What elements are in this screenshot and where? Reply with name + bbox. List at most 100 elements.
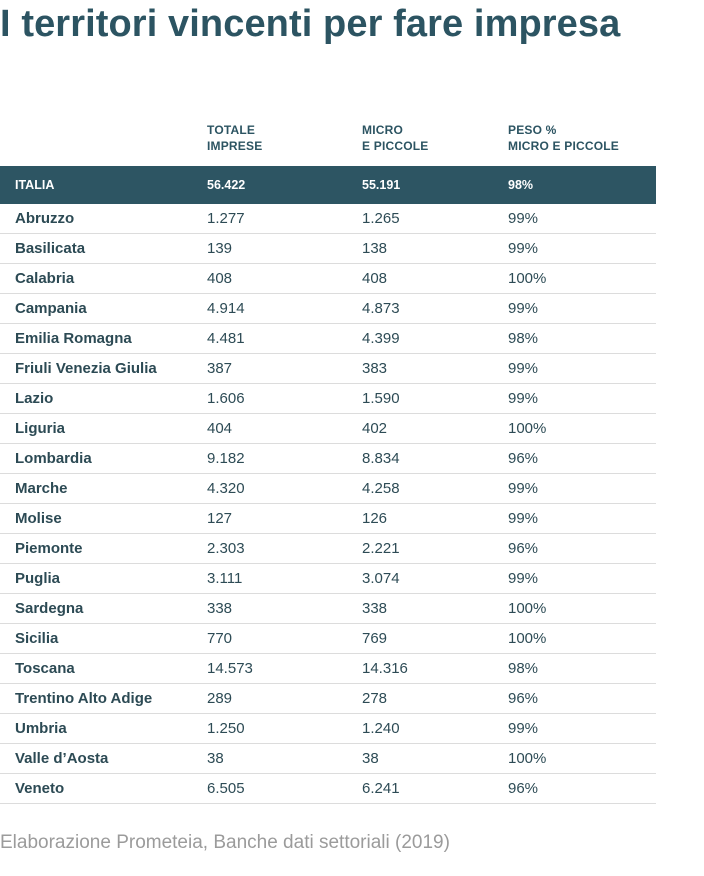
table-row: Sardegna 338 338 100% [0, 594, 656, 624]
cell-totale-imprese: 404 [207, 420, 233, 437]
cell-region-name: Basilicata [15, 240, 86, 257]
cell-peso-percent: 96% [508, 540, 539, 557]
cell-micro-piccole: 138 [362, 240, 388, 257]
total-peso-percent: 98% [508, 178, 534, 192]
table-row: Marche 4.320 4.258 99% [0, 474, 656, 504]
cell-micro-piccole: 2.221 [362, 540, 400, 557]
table-row: Emilia Romagna 4.481 4.399 98% [0, 324, 656, 354]
cell-micro-piccole: 383 [362, 360, 388, 377]
column-header-micro-piccole: MICRO E PICCOLE [362, 123, 429, 153]
cell-micro-piccole: 6.241 [362, 780, 400, 797]
cell-region-name: Valle d’Aosta [15, 750, 109, 767]
table-row: Valle d’Aosta 38 38 100% [0, 744, 656, 774]
cell-peso-percent: 99% [508, 210, 539, 227]
cell-totale-imprese: 1.250 [207, 720, 245, 737]
table-row: Trentino Alto Adige 289 278 96% [0, 684, 656, 714]
total-micro-piccole: 55.191 [362, 178, 401, 192]
cell-totale-imprese: 289 [207, 690, 233, 707]
cell-peso-percent: 100% [508, 600, 547, 617]
cell-totale-imprese: 139 [207, 240, 233, 257]
cell-peso-percent: 96% [508, 450, 539, 467]
cell-peso-percent: 99% [508, 570, 539, 587]
cell-micro-piccole: 278 [362, 690, 388, 707]
cell-peso-percent: 100% [508, 420, 547, 437]
cell-peso-percent: 99% [508, 300, 539, 317]
page-title: I territori vincenti per fare impresa [0, 3, 621, 45]
cell-region-name: Sicilia [15, 630, 59, 647]
cell-region-name: Campania [15, 300, 87, 317]
table-row: Liguria 404 402 100% [0, 414, 656, 444]
table-row: Puglia 3.111 3.074 99% [0, 564, 656, 594]
total-row-italia: ITALIA 56.422 55.191 98% [0, 166, 656, 204]
cell-totale-imprese: 14.573 [207, 660, 253, 677]
cell-micro-piccole: 4.873 [362, 300, 400, 317]
table-row: Toscana 14.573 14.316 98% [0, 654, 656, 684]
cell-micro-piccole: 8.834 [362, 450, 400, 467]
cell-micro-piccole: 408 [362, 270, 388, 287]
table-row: Veneto 6.505 6.241 96% [0, 774, 656, 804]
table-row: Sicilia 770 769 100% [0, 624, 656, 654]
cell-peso-percent: 100% [508, 630, 547, 647]
table-row: Lazio 1.606 1.590 99% [0, 384, 656, 414]
source-note: Elaborazione Prometeia, Banche dati sett… [0, 832, 450, 853]
table-row: Basilicata 139 138 99% [0, 234, 656, 264]
total-totale-imprese: 56.422 [207, 178, 246, 192]
cell-micro-piccole: 38 [362, 750, 379, 767]
table-row: Calabria 408 408 100% [0, 264, 656, 294]
cell-peso-percent: 99% [508, 480, 539, 497]
cell-region-name: Umbria [15, 720, 67, 737]
cell-micro-piccole: 126 [362, 510, 388, 527]
cell-peso-percent: 96% [508, 690, 539, 707]
cell-region-name: Liguria [15, 420, 66, 437]
cell-region-name: Toscana [15, 660, 75, 677]
table-row: Friuli Venezia Giulia 387 383 99% [0, 354, 656, 384]
table-row: Abruzzo 1.277 1.265 99% [0, 204, 656, 234]
cell-region-name: Veneto [15, 780, 65, 797]
cell-totale-imprese: 4.320 [207, 480, 245, 497]
cell-peso-percent: 99% [508, 720, 539, 737]
cell-totale-imprese: 4.914 [207, 300, 245, 317]
cell-micro-piccole: 1.240 [362, 720, 400, 737]
cell-micro-piccole: 1.590 [362, 390, 400, 407]
cell-totale-imprese: 4.481 [207, 330, 245, 347]
cell-peso-percent: 100% [508, 270, 547, 287]
cell-totale-imprese: 1.606 [207, 390, 245, 407]
table-row: Campania 4.914 4.873 99% [0, 294, 656, 324]
table-row: Umbria 1.250 1.240 99% [0, 714, 656, 744]
table-header: TOTALE IMPRESE MICRO E PICCOLE PESO % MI… [0, 112, 656, 166]
column-header-peso-percent: PESO % MICRO E PICCOLE [508, 123, 620, 153]
cell-region-name: Lombardia [15, 450, 92, 467]
cell-totale-imprese: 338 [207, 600, 233, 617]
cell-micro-piccole: 3.074 [362, 570, 400, 587]
region-rows: Abruzzo 1.277 1.265 99% Basilicata 139 138 99% C… [0, 204, 656, 804]
cell-micro-piccole: 4.399 [362, 330, 400, 347]
table-row: Lombardia 9.182 8.834 96% [0, 444, 656, 474]
cell-peso-percent: 98% [508, 660, 539, 677]
cell-region-name: Molise [15, 510, 62, 527]
cell-region-name: Abruzzo [15, 210, 75, 227]
cell-micro-piccole: 402 [362, 420, 388, 437]
cell-micro-piccole: 1.265 [362, 210, 400, 227]
cell-totale-imprese: 2.303 [207, 540, 245, 557]
cell-totale-imprese: 38 [207, 750, 224, 767]
cell-totale-imprese: 3.111 [207, 570, 243, 587]
total-region-label: ITALIA [15, 178, 55, 192]
cell-micro-piccole: 4.258 [362, 480, 400, 497]
cell-totale-imprese: 1.277 [207, 210, 245, 227]
cell-peso-percent: 99% [508, 360, 539, 377]
cell-region-name: Sardegna [15, 600, 84, 617]
cell-peso-percent: 98% [508, 330, 539, 347]
cell-totale-imprese: 9.182 [207, 450, 245, 467]
regions-table: TOTALE IMPRESE MICRO E PICCOLE PESO % MI… [0, 112, 656, 804]
cell-region-name: Marche [15, 480, 68, 497]
cell-totale-imprese: 408 [207, 270, 233, 287]
cell-micro-piccole: 769 [362, 630, 388, 647]
column-header-totale-imprese: TOTALE IMPRESE [207, 123, 263, 153]
cell-region-name: Lazio [15, 390, 54, 407]
cell-region-name: Friuli Venezia Giulia [15, 360, 157, 377]
cell-peso-percent: 96% [508, 780, 539, 797]
cell-peso-percent: 100% [508, 750, 547, 767]
cell-region-name: Piemonte [15, 540, 83, 557]
cell-peso-percent: 99% [508, 240, 539, 257]
cell-totale-imprese: 387 [207, 360, 233, 377]
